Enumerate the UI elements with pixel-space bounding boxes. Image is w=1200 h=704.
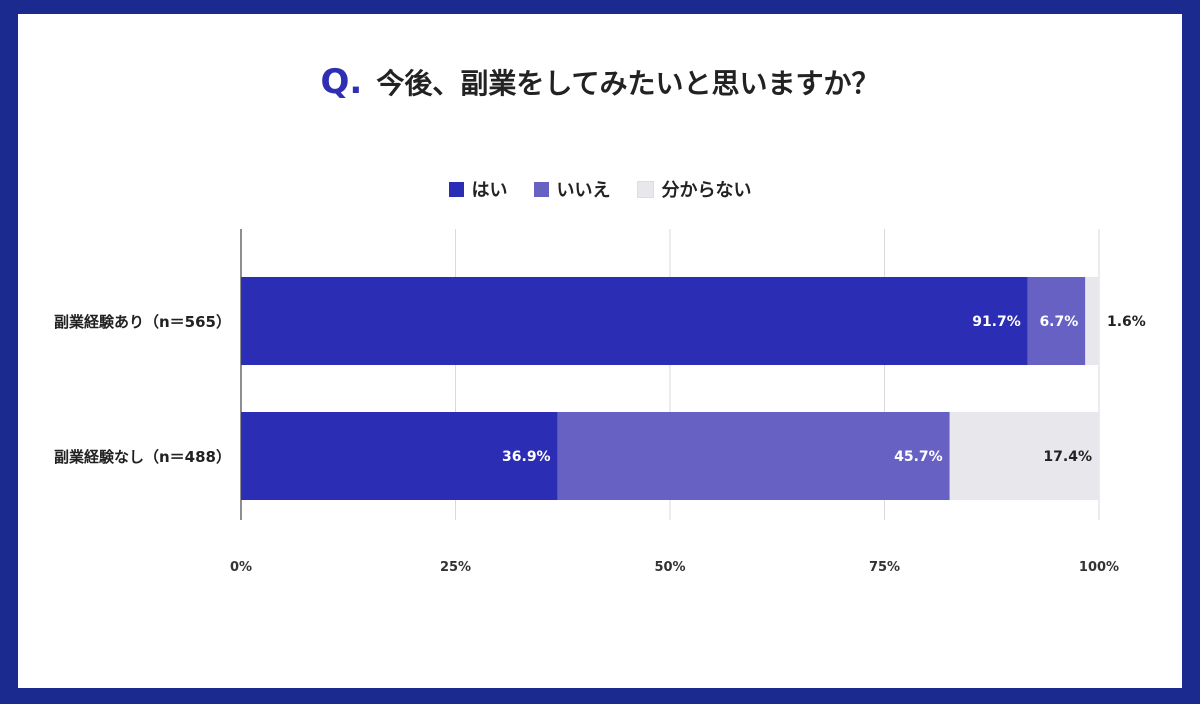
bar-segment <box>241 412 558 500</box>
legend-item-yes: はい <box>448 176 508 202</box>
legend-label-unknown: 分からない <box>661 180 752 201</box>
y-category-label: 副業経験なし（n＝488） <box>54 448 231 466</box>
bar-segment <box>949 412 1099 500</box>
data-label: 36.9% <box>502 449 551 465</box>
data-label: 91.7% <box>972 314 1021 330</box>
question-prefix: Q. <box>320 62 363 102</box>
bar-segment <box>1027 277 1086 365</box>
legend-label-yes: はい <box>471 180 508 201</box>
data-label: 17.4% <box>1043 449 1092 465</box>
legend-item-unknown: 分からない <box>636 176 752 202</box>
x-tick-label: 0% <box>230 560 252 575</box>
legend-swatch-yes <box>448 181 464 197</box>
legend-label-no: いいえ <box>556 180 611 201</box>
data-label: 45.7% <box>894 449 943 465</box>
x-tick-label: 50% <box>654 560 685 575</box>
x-tick-label: 25% <box>440 560 471 575</box>
x-tick-label: 75% <box>869 560 900 575</box>
bar-segment <box>241 277 1028 365</box>
question-text: 今後、副業をしてみたいと思いますか？ <box>376 67 880 100</box>
legend-swatch-unknown <box>636 180 654 198</box>
bar-segment <box>1085 277 1099 365</box>
legend-swatch-no <box>533 181 549 197</box>
y-category-label: 副業経験あり（n＝565） <box>54 313 231 331</box>
legend: はい いいえ 分からない <box>0 176 1200 202</box>
bar-segment <box>557 412 950 500</box>
data-label: 6.7% <box>1039 314 1078 330</box>
x-tick-label: 100% <box>1079 560 1119 575</box>
chart-title: Q. 今後、副業をしてみたいと思いますか？ <box>0 62 1200 102</box>
data-label: 1.6% <box>1107 314 1146 330</box>
legend-item-no: いいえ <box>533 176 611 202</box>
